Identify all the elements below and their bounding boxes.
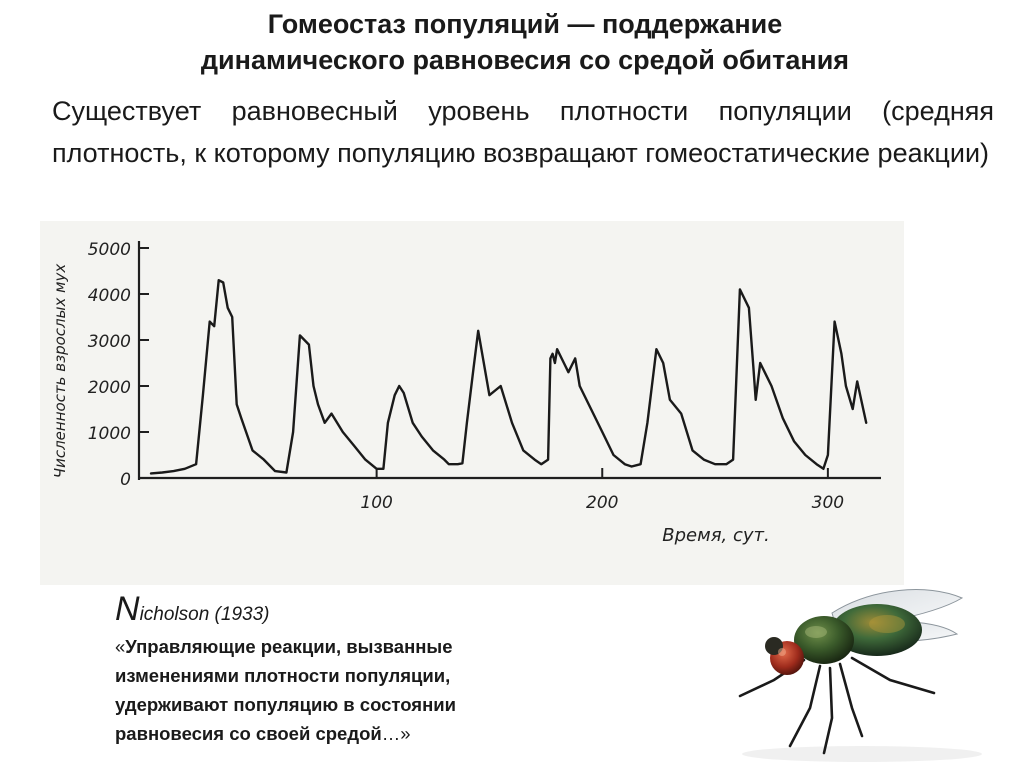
citation-block: Nicholson (1933) «Управляющие реакции, в… — [115, 592, 545, 748]
y-tick-label-4000: 4000 — [88, 286, 131, 306]
fly-icon — [712, 568, 1024, 767]
population-chart: 0 1000 2000 3000 4000 5000 100 200 300 Время, сут… — [40, 221, 904, 585]
citation-author-initial: N — [115, 590, 140, 628]
y-tick-label-3000: 3000 — [88, 332, 131, 352]
x-tick-label-300: 300 — [812, 493, 844, 513]
series-line-0 — [149, 279, 868, 475]
x-tick-label-200: 200 — [586, 493, 618, 513]
citation-author: Nicholson (1933) — [115, 592, 545, 632]
y-tick-label-2000: 2000 — [88, 378, 131, 398]
quote-open: « — [115, 636, 126, 657]
slide-title: Гомеостаз популяций — поддержание динами… — [60, 6, 990, 78]
y-axis-label: Численность взрослых мух — [51, 264, 69, 479]
population-chart-svg: 0 1000 2000 3000 4000 5000 100 200 300 Время, сут… — [51, 240, 881, 546]
citation-author-rest: icholson — [139, 604, 210, 625]
quote-close: …» — [381, 723, 411, 744]
y-tick-label-5000: 5000 — [88, 240, 131, 260]
citation-year: (1933) — [209, 604, 270, 625]
citation-quote: «Управляющие реакции, вызванные изменени… — [115, 632, 545, 748]
x-axis-label: Время, сут. — [662, 525, 769, 546]
slide-subtitle: Существует равновесный уровень плотности… — [52, 96, 994, 168]
x-tick-label-100: 100 — [360, 493, 392, 513]
y-tick-label-1000: 1000 — [88, 424, 131, 444]
slide-title-line2: динамического равновесия со средой обита… — [200, 45, 850, 75]
y-tick-label-0: 0 — [120, 470, 131, 490]
slide-title-line1: Гомеостаз популяций — поддержание — [267, 9, 783, 39]
quote-text: Управляющие реакции, вызванные изменения… — [115, 636, 457, 744]
